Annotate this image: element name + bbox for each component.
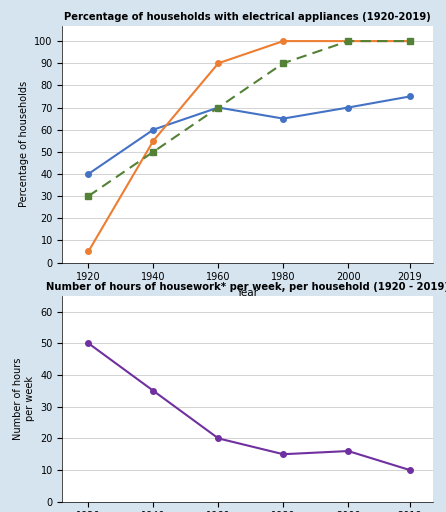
- Vacuum cleaner: [215, 104, 221, 111]
- Refrigerator: [407, 38, 413, 44]
- Washing machine: [86, 171, 91, 177]
- Line: Hours per week: Hours per week: [86, 340, 413, 473]
- X-axis label: Year: Year: [236, 288, 259, 298]
- Washing machine: [281, 116, 286, 122]
- Line: Refrigerator: Refrigerator: [86, 38, 413, 254]
- Hours per week: [151, 388, 156, 394]
- Hours per week: [86, 340, 91, 346]
- Refrigerator: [281, 38, 286, 44]
- Hours per week: [346, 448, 351, 454]
- Hours per week: [281, 451, 286, 457]
- Vacuum cleaner: [346, 38, 351, 44]
- Line: Vacuum cleaner: Vacuum cleaner: [86, 38, 413, 199]
- Legend: Washing machine, Refrigerator, Vacuum cleaner: Washing machine, Refrigerator, Vacuum cl…: [67, 319, 368, 337]
- Line: Washing machine: Washing machine: [86, 94, 413, 177]
- Refrigerator: [86, 248, 91, 254]
- Refrigerator: [151, 138, 156, 144]
- Washing machine: [346, 104, 351, 111]
- Hours per week: [407, 467, 413, 473]
- Washing machine: [151, 126, 156, 133]
- Title: Percentage of households with electrical appliances (1920-2019): Percentage of households with electrical…: [64, 12, 431, 22]
- Refrigerator: [215, 60, 221, 67]
- Title: Number of hours of housework* per week, per household (1920 - 2019): Number of hours of housework* per week, …: [46, 282, 446, 292]
- Vacuum cleaner: [281, 60, 286, 67]
- Y-axis label: Percentage of households: Percentage of households: [19, 81, 29, 207]
- Hours per week: [215, 435, 221, 441]
- Refrigerator: [346, 38, 351, 44]
- Y-axis label: Number of hours
per week: Number of hours per week: [13, 357, 35, 440]
- Washing machine: [215, 104, 221, 111]
- Vacuum cleaner: [151, 149, 156, 155]
- Washing machine: [407, 93, 413, 99]
- Vacuum cleaner: [86, 193, 91, 199]
- Vacuum cleaner: [407, 38, 413, 44]
